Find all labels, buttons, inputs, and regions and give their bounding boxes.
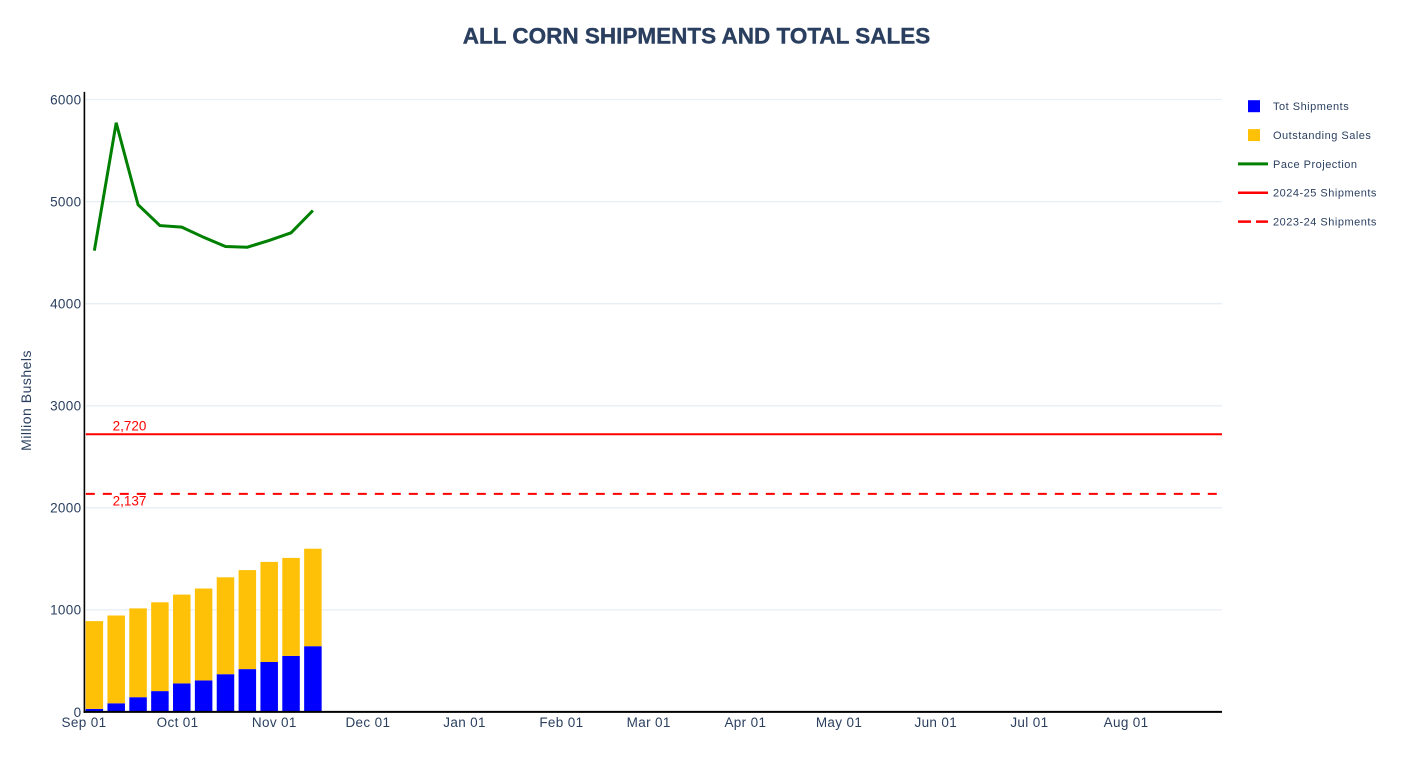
svg-text:3000: 3000 [50,399,81,414]
svg-text:Oct 01: Oct 01 [157,715,199,730]
svg-text:2023-24 Shipments: 2023-24 Shipments [1273,217,1377,229]
svg-text:4000: 4000 [50,297,81,312]
svg-text:Sep 01: Sep 01 [62,715,107,730]
svg-text:6000: 6000 [50,92,81,107]
svg-text:Tot Shipments: Tot Shipments [1273,101,1349,113]
svg-text:2,137: 2,137 [113,494,147,509]
svg-text:5000: 5000 [50,194,81,209]
svg-text:1000: 1000 [50,603,81,618]
svg-text:Outstanding Sales: Outstanding Sales [1273,130,1371,142]
svg-text:Million Bushels: Million Bushels [18,350,34,451]
svg-text:Apr 01: Apr 01 [724,715,766,730]
svg-text:ALL CORN SHIPMENTS AND TOTAL S: ALL CORN SHIPMENTS AND TOTAL SALES [463,23,931,48]
svg-text:Feb 01: Feb 01 [539,715,583,730]
svg-text:2000: 2000 [50,501,81,516]
svg-text:2,720: 2,720 [113,419,147,434]
svg-text:Pace Projection: Pace Projection [1273,159,1358,171]
svg-text:2024-25 Shipments: 2024-25 Shipments [1273,188,1377,200]
svg-text:Nov 01: Nov 01 [252,715,297,730]
svg-text:Jun 01: Jun 01 [914,715,957,730]
svg-text:Aug 01: Aug 01 [1104,715,1149,730]
svg-text:Mar 01: Mar 01 [627,715,671,730]
svg-text:Dec 01: Dec 01 [345,715,390,730]
svg-text:May 01: May 01 [816,715,862,730]
svg-text:Jan 01: Jan 01 [443,715,486,730]
svg-text:Jul 01: Jul 01 [1010,715,1048,730]
svg-text:0: 0 [74,705,82,720]
